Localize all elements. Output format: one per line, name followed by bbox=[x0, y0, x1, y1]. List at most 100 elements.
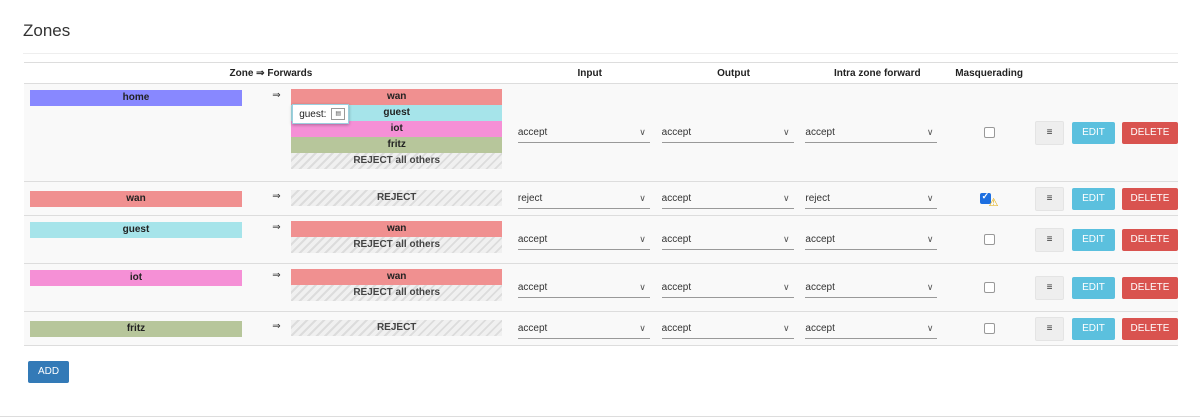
zone-row-wan: wan ⇒ REJECT reject ∨ accept ∨ reject ∨ ⚠ ≡ EDIT DEL… bbox=[24, 181, 1178, 216]
chevron-down-icon: ∨ bbox=[783, 192, 790, 203]
menu-button[interactable]: ≡ bbox=[1035, 186, 1064, 211]
chevron-down-icon: ∨ bbox=[783, 281, 790, 292]
masquerading-checkbox[interactable] bbox=[983, 126, 995, 138]
output-value: accept bbox=[661, 192, 692, 204]
delete-button[interactable]: DELETE bbox=[1122, 187, 1178, 210]
forwards-list: REJECT bbox=[291, 190, 503, 206]
delete-button[interactable]: DELETE bbox=[1122, 228, 1178, 251]
forward-wan: wan bbox=[291, 269, 503, 285]
output-select[interactable]: accept ∨ bbox=[661, 319, 794, 339]
output-select[interactable]: accept ∨ bbox=[661, 123, 794, 143]
edit-button[interactable]: EDIT bbox=[1072, 121, 1115, 144]
forward-arrow-icon: ⇒ bbox=[272, 90, 281, 101]
forward-fritz: fritz bbox=[291, 137, 503, 153]
input-value: accept bbox=[517, 233, 548, 245]
edit-button[interactable]: EDIT bbox=[1072, 276, 1115, 299]
intra-value: reject bbox=[805, 192, 830, 204]
menu-button[interactable]: ≡ bbox=[1035, 275, 1064, 300]
menu-button[interactable]: ≡ bbox=[1035, 120, 1064, 145]
forward-wan: wan bbox=[291, 221, 503, 237]
forward-iot: iot bbox=[291, 121, 503, 137]
chevron-down-icon: ∨ bbox=[926, 192, 934, 203]
chevron-down-icon: ∨ bbox=[639, 192, 646, 203]
forward-arrow-icon: ⇒ bbox=[272, 270, 281, 281]
tooltip-label: guest: bbox=[299, 109, 327, 120]
input-select[interactable]: accept ∨ bbox=[517, 123, 650, 143]
page-title: Zones bbox=[23, 21, 71, 40]
chevron-down-icon: ∨ bbox=[639, 281, 646, 292]
warning-icon: ⚠ bbox=[988, 197, 999, 209]
zone-row-iot: iot ⇒ wan REJECT all others accept ∨ accept ∨ ac… bbox=[24, 263, 1178, 312]
masquerading-checkbox[interactable] bbox=[983, 322, 995, 334]
forward-wan: wan bbox=[291, 89, 503, 105]
drag-handle-icon: ▤ bbox=[331, 108, 346, 121]
forwards-list: wan guest iot fritz REJECT all others guest: … bbox=[291, 89, 503, 169]
forwards-list: wan REJECT all others bbox=[291, 269, 503, 301]
edit-button[interactable]: EDIT bbox=[1072, 317, 1115, 340]
chevron-down-icon: ∨ bbox=[639, 126, 646, 137]
output-select[interactable]: accept ∨ bbox=[661, 189, 794, 209]
intra-select[interactable]: accept ∨ bbox=[805, 278, 938, 298]
zone-badge: guest bbox=[30, 222, 242, 238]
input-value: accept bbox=[517, 126, 548, 138]
forward-reject: REJECT all others bbox=[291, 237, 503, 253]
chevron-down-icon: ∨ bbox=[639, 322, 646, 333]
forwards-list: wan REJECT all others bbox=[291, 221, 503, 253]
masquerading-checkbox[interactable] bbox=[983, 233, 995, 245]
input-value: reject bbox=[517, 192, 543, 204]
input-select[interactable]: accept ∨ bbox=[517, 230, 650, 250]
zone-badge: fritz bbox=[30, 321, 242, 337]
zones-table: Zone ⇒ Forwards Input Output Intra zone … bbox=[24, 62, 1178, 346]
output-value: accept bbox=[661, 126, 692, 138]
header-intra: Intra zone forward bbox=[805, 62, 950, 84]
zone-badge: iot bbox=[30, 270, 242, 286]
header-actions bbox=[1029, 62, 1178, 84]
header-input: Input bbox=[517, 62, 662, 84]
chevron-down-icon: ∨ bbox=[783, 233, 790, 244]
add-zone-button[interactable]: ADD bbox=[28, 361, 69, 383]
intra-value: accept bbox=[805, 126, 835, 138]
output-value: accept bbox=[661, 322, 692, 334]
input-select[interactable]: accept ∨ bbox=[517, 278, 650, 298]
intra-select[interactable]: reject ∨ bbox=[805, 189, 938, 209]
input-select[interactable]: reject ∨ bbox=[517, 189, 650, 209]
zone-row-home: home ⇒ wan guest iot fritz REJECT all others gu… bbox=[24, 83, 1178, 182]
input-select[interactable]: accept ∨ bbox=[517, 319, 650, 339]
masquerading-checkbox[interactable] bbox=[979, 191, 991, 204]
zone-badge: wan bbox=[30, 191, 242, 207]
intra-value: accept bbox=[805, 233, 835, 245]
chevron-down-icon: ∨ bbox=[639, 233, 646, 244]
title-divider bbox=[23, 53, 1178, 54]
output-select[interactable]: accept ∨ bbox=[661, 278, 794, 298]
masquerading-checkbox[interactable] bbox=[983, 281, 995, 293]
menu-button[interactable]: ≡ bbox=[1035, 227, 1064, 252]
chevron-down-icon: ∨ bbox=[926, 322, 934, 333]
edit-button[interactable]: EDIT bbox=[1072, 228, 1115, 251]
menu-button[interactable]: ≡ bbox=[1035, 316, 1064, 341]
intra-select[interactable]: accept ∨ bbox=[805, 319, 938, 339]
forward-arrow-icon: ⇒ bbox=[272, 222, 281, 233]
chevron-down-icon: ∨ bbox=[783, 126, 790, 137]
intra-select[interactable]: accept ∨ bbox=[805, 123, 938, 143]
input-value: accept bbox=[517, 281, 548, 293]
edit-button[interactable]: EDIT bbox=[1072, 187, 1115, 210]
forward-arrow-icon: ⇒ bbox=[272, 191, 281, 202]
header-zone-forwards: Zone ⇒ Forwards bbox=[24, 62, 518, 84]
intra-value: accept bbox=[805, 322, 835, 334]
input-value: accept bbox=[517, 322, 548, 334]
drag-tooltip: guest: ▤ bbox=[292, 104, 350, 124]
header-output: Output bbox=[661, 62, 806, 84]
chevron-down-icon: ∨ bbox=[926, 126, 934, 137]
zone-row-fritz: fritz ⇒ REJECT accept ∨ accept ∨ accept ∨ ≡ EDIT DE… bbox=[24, 311, 1178, 346]
intra-select[interactable]: accept ∨ bbox=[805, 230, 938, 250]
table-header-row: Zone ⇒ Forwards Input Output Intra zone … bbox=[24, 62, 1178, 84]
output-select[interactable]: accept ∨ bbox=[661, 230, 794, 250]
delete-button[interactable]: DELETE bbox=[1122, 276, 1178, 299]
chevron-down-icon: ∨ bbox=[926, 233, 934, 244]
zone-row-guest: guest ⇒ wan REJECT all others accept ∨ accept ∨… bbox=[24, 215, 1178, 264]
delete-button[interactable]: DELETE bbox=[1122, 121, 1178, 144]
delete-button[interactable]: DELETE bbox=[1122, 317, 1178, 340]
output-value: accept bbox=[661, 233, 692, 245]
forward-reject: REJECT bbox=[291, 320, 503, 336]
forward-reject: REJECT all others bbox=[291, 153, 503, 169]
